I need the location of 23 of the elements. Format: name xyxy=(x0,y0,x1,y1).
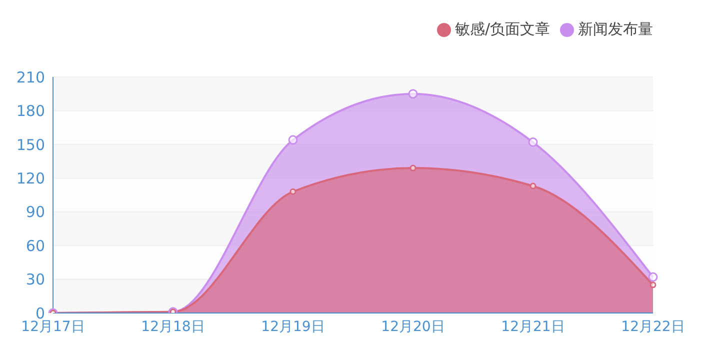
y-tick-label: 150 xyxy=(16,136,45,154)
point xyxy=(290,188,296,195)
y-tick-label: 120 xyxy=(16,169,45,188)
x-tick-label: 12月20日 xyxy=(381,318,445,335)
y-tick-label: 30 xyxy=(26,270,45,289)
y-tick-label: 60 xyxy=(26,236,45,255)
y-tick-label: 90 xyxy=(26,203,45,222)
x-tick-label: 12月19日 xyxy=(261,318,325,335)
point xyxy=(408,89,418,99)
x-tick-label: 12月22日 xyxy=(621,318,685,335)
point xyxy=(530,182,536,190)
point xyxy=(528,137,538,147)
legend-label: 新闻发布量 xyxy=(578,20,653,38)
point xyxy=(288,135,298,145)
point xyxy=(650,282,656,288)
point xyxy=(648,272,658,282)
y-tick-label: 210 xyxy=(16,68,45,86)
x-tick-label: 12月18日 xyxy=(141,318,205,335)
point xyxy=(410,164,416,172)
x-tick-label: 12月21日 xyxy=(501,318,565,335)
y-tick-label: 180 xyxy=(16,102,45,120)
legend-label: 敏感/负面文章 xyxy=(454,20,550,38)
x-tick-label: 12月17日 xyxy=(21,318,85,335)
